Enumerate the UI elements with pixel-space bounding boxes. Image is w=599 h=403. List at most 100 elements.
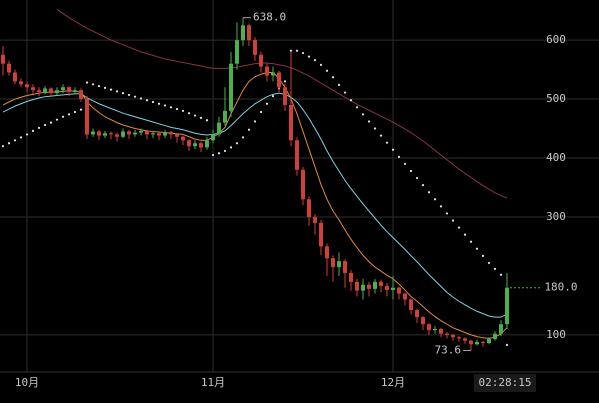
sar-dot: [331, 76, 335, 79]
sar-dot: [205, 119, 209, 122]
candle-body: [1, 54, 5, 64]
sar-dot: [427, 191, 431, 194]
candle-body: [115, 134, 119, 137]
candle-body: [109, 133, 113, 135]
sar-dot: [457, 226, 461, 229]
candle-body: [379, 281, 383, 286]
candle-body: [409, 299, 413, 311]
sar-dot: [1, 145, 5, 148]
sar-dot: [193, 114, 197, 117]
candle-body: [49, 88, 53, 94]
candle-body: [283, 87, 287, 105]
axes: 02:28:15 100 300 400 500 600 10月 11月 12月 638.0 73…: [0, 11, 599, 392]
sar-dot: [313, 59, 317, 62]
sar-dot: [79, 108, 83, 111]
candle-body: [397, 287, 401, 294]
sar-dot: [235, 142, 239, 145]
candle-body: [391, 287, 395, 291]
sar-dot: [121, 92, 125, 95]
time-box: [474, 374, 536, 392]
y-tick-label: 600: [546, 33, 566, 46]
candle-body: [475, 341, 479, 345]
sar-dot: [283, 80, 287, 83]
candle-body: [319, 222, 323, 247]
candle-body: [481, 341, 485, 344]
candle-body: [127, 131, 131, 135]
sar-dot: [433, 198, 437, 201]
sar-dot: [103, 86, 107, 89]
candle-body: [151, 133, 155, 135]
candle-body: [343, 261, 347, 273]
plot-area: [1, 9, 509, 351]
sar-dot: [187, 112, 191, 115]
x-tick-label: 11月: [201, 376, 225, 389]
sar-dot: [97, 84, 101, 88]
candle-body: [211, 134, 215, 141]
sar-dot: [247, 128, 251, 131]
low-label: 73.6: [435, 343, 462, 356]
high-label: 638.0: [253, 11, 286, 24]
candle-body: [433, 328, 437, 331]
sar-dot: [271, 94, 275, 98]
candle-body: [307, 199, 311, 217]
candle-body: [271, 72, 275, 76]
candle-body: [463, 338, 467, 341]
candle-body: [223, 110, 227, 123]
candle-body: [439, 328, 443, 334]
sar-dot: [301, 51, 305, 55]
sar-dot: [157, 102, 161, 105]
sar-dot: [127, 93, 131, 97]
candle-body: [73, 90, 77, 92]
candle-body: [505, 287, 509, 325]
sar-dot: [7, 142, 11, 145]
sar-dot: [229, 146, 233, 149]
candle-body: [199, 143, 203, 148]
sar-dot: [349, 99, 353, 102]
candle-body: [313, 216, 317, 223]
candle-body: [103, 133, 107, 136]
candle-body: [91, 131, 95, 135]
sar-dot: [37, 126, 41, 130]
candle-body: [445, 333, 449, 335]
candle-body: [121, 131, 125, 137]
sar-dot: [439, 205, 443, 208]
sar-dot: [175, 107, 179, 111]
candle-body: [253, 40, 257, 55]
sar-dot: [19, 136, 23, 139]
sar-dot: [397, 155, 401, 158]
ma-line: [2, 72, 508, 339]
sar-dot: [211, 153, 215, 157]
sar-dot: [355, 106, 359, 109]
sar-dot: [391, 148, 395, 151]
sar-dot: [337, 83, 341, 86]
sar-dot: [199, 116, 203, 120]
candle-body: [157, 133, 161, 136]
candle-body: [67, 87, 71, 92]
grid: [0, 0, 599, 372]
candle-body: [367, 284, 371, 289]
candle-body: [469, 340, 473, 345]
candle-body: [415, 310, 419, 318]
ma-line: [56, 9, 508, 199]
sar-dot: [85, 81, 89, 84]
candle-body: [289, 104, 293, 141]
candle-body: [217, 122, 221, 135]
candle-body: [385, 285, 389, 291]
candle-body: [163, 132, 167, 136]
sar-dot: [307, 55, 311, 58]
last-price-box: [541, 279, 581, 296]
sar-dot: [475, 247, 479, 250]
candle-body: [427, 324, 431, 331]
candle-body: [247, 25, 251, 41]
candle-body: [325, 246, 329, 259]
candle-body: [241, 25, 245, 41]
sar-dot: [31, 129, 35, 132]
candle-body: [169, 132, 173, 135]
candle-body: [373, 281, 377, 289]
candle-body: [13, 72, 17, 82]
candle-body: [187, 140, 191, 147]
sar-dot: [115, 90, 119, 93]
sar-dot: [451, 219, 455, 222]
sar-dot: [373, 127, 377, 130]
candle-body: [61, 87, 65, 91]
